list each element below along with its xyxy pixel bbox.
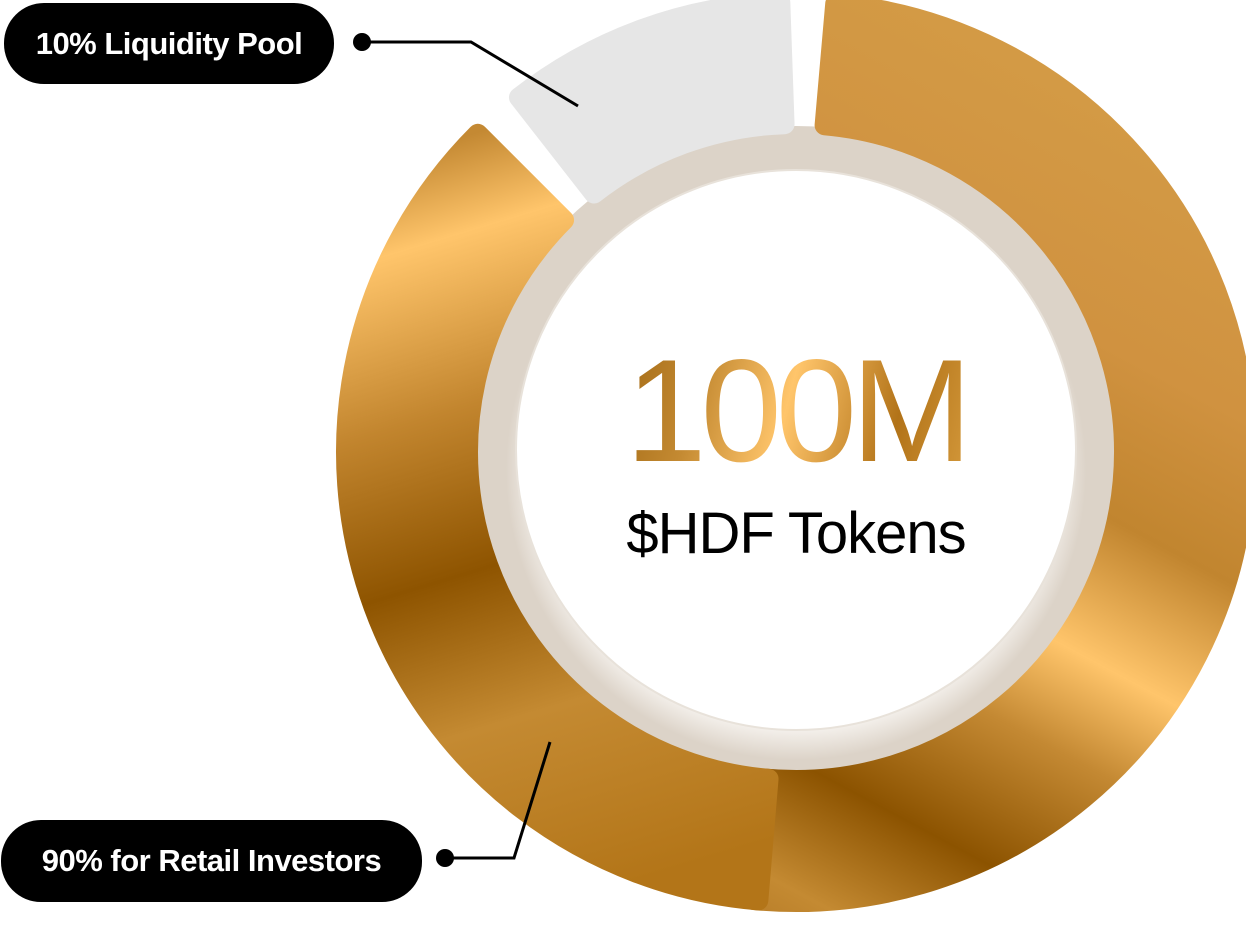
center-unit-label: $HDF Tokens [626,501,966,566]
slice-liquidity-pool [508,0,795,204]
slice-retail-investors-left [336,123,779,911]
donut-slices [336,0,1246,912]
slice-retail-investors [743,0,1246,912]
label-retail-investors: 90% for Retail Investors [1,820,422,902]
leader-liquidity-pool [353,33,579,108]
center-total-value: 100M [556,338,1036,484]
leader-retail-investors [436,741,552,867]
callout-leaders [353,33,579,867]
leader-retail-investors-dot [436,849,454,867]
leader-liquidity-pool-dot [353,33,371,51]
donut-inner-disc [470,126,1122,778]
label-liquidity-pool: 10% Liquidity Pool [4,3,334,84]
